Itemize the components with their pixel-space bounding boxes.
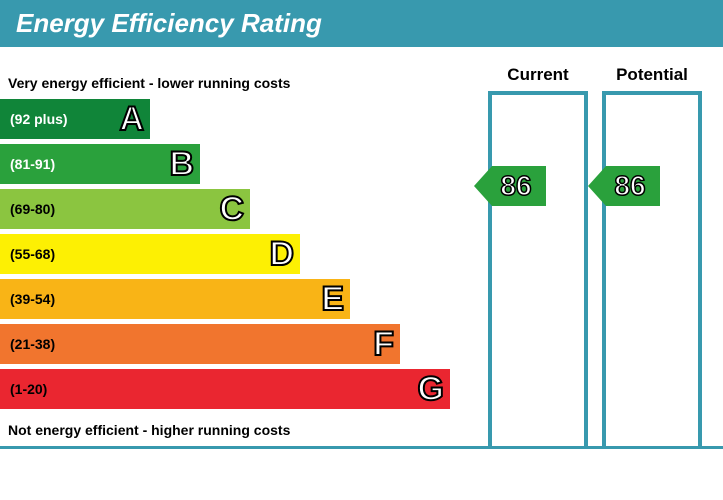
band-e: (39-54) E	[0, 279, 350, 319]
marker-current-value: 86	[492, 166, 546, 206]
band-range-b: (81-91)	[0, 156, 55, 172]
marker-potential-value: 86	[606, 166, 660, 206]
bands-area: Very energy efficient - lower running co…	[0, 65, 455, 446]
band-letter-f: F	[373, 325, 394, 364]
band-range-g: (1-20)	[0, 381, 47, 397]
caption-bottom: Not energy efficient - higher running co…	[0, 414, 455, 440]
column-box-current	[488, 91, 588, 446]
band-range-e: (39-54)	[0, 291, 55, 307]
marker-potential-head	[588, 166, 606, 206]
band-letter-e: E	[321, 280, 344, 319]
band-f: (21-38) F	[0, 324, 400, 364]
band-letter-b: B	[169, 145, 194, 184]
band-range-f: (21-38)	[0, 336, 55, 352]
column-header-potential: Potential	[602, 65, 702, 85]
chart-area: Current Potential Very energy efficient …	[0, 65, 723, 449]
band-letter-g: G	[418, 370, 444, 409]
band-letter-c: C	[219, 190, 244, 229]
band-letter-d: D	[269, 235, 294, 274]
column-header-current: Current	[488, 65, 588, 85]
band-g: (1-20) G	[0, 369, 450, 409]
band-b: (81-91) B	[0, 144, 200, 184]
band-letter-a: A	[119, 100, 144, 139]
column-box-potential	[602, 91, 702, 446]
band-a: (92 plus) A	[0, 99, 150, 139]
band-d: (55-68) D	[0, 234, 300, 274]
band-range-d: (55-68)	[0, 246, 55, 262]
title-bar: Energy Efficiency Rating	[0, 0, 723, 47]
band-range-a: (92 plus)	[0, 111, 68, 127]
bands-container: (92 plus) A (81-91) B (69-80) C (55-68) D (39-54…	[0, 99, 455, 409]
marker-potential: 86	[588, 166, 660, 206]
band-range-c: (69-80)	[0, 201, 55, 217]
marker-current-head	[474, 166, 492, 206]
caption-top: Very energy efficient - lower running co…	[0, 71, 455, 99]
band-c: (69-80) C	[0, 189, 250, 229]
marker-current: 86	[474, 166, 546, 206]
